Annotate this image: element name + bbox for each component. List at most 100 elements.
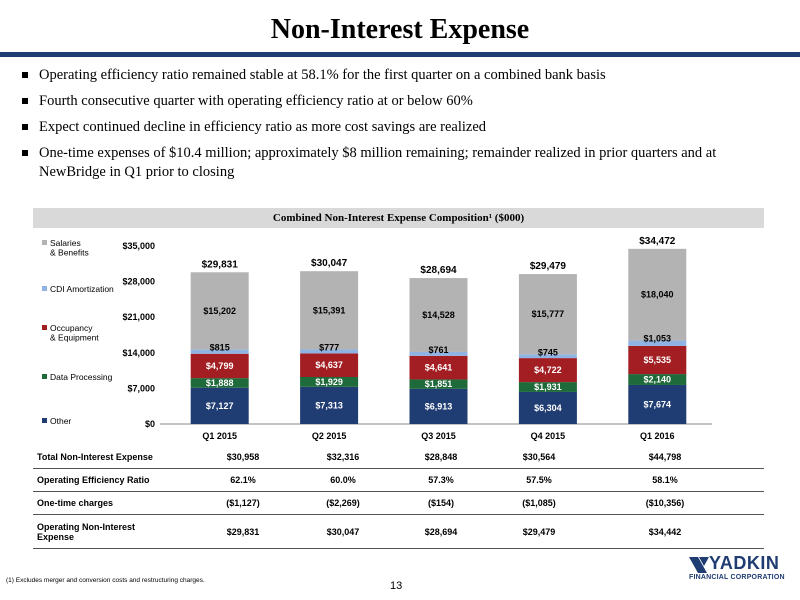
bullet-item: One-time expenses of $10.4 million; appr… [22,144,782,182]
stacked-bar-chart: $0 $7,000 $14,000 $21,000 $28,000 $35,000 $7,1… [42,236,712,441]
y-tick-label: $0 [145,419,155,429]
data-label: $2,140 [644,375,672,385]
bar-segment [300,271,359,350]
data-label: $6,913 [425,401,453,411]
bullet-text: Expect continued decline in efficiency r… [39,119,487,135]
bar-segment [518,354,577,359]
bullet-text: One-time expenses of $10.4 million; appr… [39,145,717,180]
y-tick-label: $28,000 [122,277,155,287]
data-label: $1,931 [534,382,562,392]
bar-segment [190,387,249,424]
bar-segment [190,353,249,379]
page-title: Non-Interest Expense [270,14,530,45]
data-label: $5,535 [644,355,672,365]
bar-segment [300,386,359,424]
table-cell: $28,694 [424,526,458,537]
data-label: $4,641 [425,363,453,373]
data-label: $15,391 [313,305,346,315]
table-cell: ($2,269) [326,498,360,508]
data-label: $6,304 [534,403,562,413]
y-tick-label: $7,000 [127,383,155,393]
bullet-square-icon [22,124,28,130]
bar-segment [518,358,577,383]
bullet-item: Operating efficiency ratio remained stab… [22,66,782,85]
data-label: $15,777 [532,309,565,319]
bar-segment [628,345,687,375]
yadkin-logo-icon [689,557,709,573]
table-cell: ($10,356) [645,498,685,508]
bullet-text: Operating efficiency ratio remained stab… [39,67,606,83]
table-cell: ($1,127) [226,498,260,508]
bullet-text: Fourth consecutive quarter with operatin… [39,93,473,109]
total-label: $29,479 [530,261,567,272]
bar-segment [409,351,468,356]
table-row-label: Operating Non-Interest Expense [37,521,136,542]
total-label: $28,694 [420,265,457,276]
x-tick-label: Q1 2016 [640,431,675,441]
bullet-item: Expect continued decline in efficiency r… [22,118,782,137]
table-cell: $29,479 [522,526,556,537]
legend-entry: Data Processing [50,372,113,382]
table-cell: ($1,085) [522,498,556,508]
table-cell: 60.0% [330,475,356,485]
y-tick-label: $14,000 [122,348,155,358]
table-cell: 57.5% [526,475,552,485]
legend-entry: CDI Amortization [50,284,114,294]
company-logo: YADKIN FINANCIAL CORPORATION [687,553,787,583]
legend-swatch [42,374,47,379]
table-row: Operating Non-Interest Expense $29,831 $30… [33,515,764,549]
data-label: $745 [538,347,558,357]
logo-wordmark: YADKIN [709,553,780,573]
page-number: 13 [390,580,403,592]
table-cell: 58.1% [652,475,678,485]
x-tick-label: Q3 2015 [421,431,456,441]
y-tick-label: $21,000 [122,312,155,322]
legend-swatch [42,240,47,245]
table-cell: $30,564 [522,452,556,462]
table-row: Total Non-Interest Expense $30,958 $32,316… [33,446,764,469]
bullet-list: Operating efficiency ratio remained stab… [22,66,782,189]
data-label: $14,528 [422,310,455,320]
table-cell: 57.3% [428,475,454,485]
bar-segment [190,378,249,388]
bar-segment [628,340,687,346]
data-label: $7,674 [644,399,672,409]
bar-segment [409,388,468,424]
table-cell: $44,798 [648,452,682,462]
data-label: $1,053 [644,334,672,344]
data-label: $7,127 [206,401,234,411]
bar-segment [409,379,468,389]
legend-entry: Salaries & Benefits [50,238,89,258]
bar-segment [518,274,577,355]
legend-swatch [42,418,47,423]
table-cell: $29,831 [226,526,260,537]
data-label: $4,637 [315,360,343,370]
table-row-label: Operating Efficiency Ratio [37,475,150,485]
bullet-item: Fourth consecutive quarter with operatin… [22,92,782,111]
data-label: $1,929 [315,377,343,387]
x-tick-label: Q2 2015 [312,431,347,441]
x-tick-label: Q1 2015 [202,431,237,441]
bar-segment [628,384,687,424]
bar-segment [190,349,249,354]
y-tick-label: $35,000 [122,241,155,251]
bar-segment [628,374,687,385]
table-row: Operating Efficiency Ratio 62.1% 60.0% 57.3… [33,469,764,492]
data-label: $1,851 [425,379,453,389]
logo-subtitle: FINANCIAL CORPORATION [689,574,785,581]
data-label: $777 [319,342,339,352]
data-label: $4,799 [206,361,234,371]
total-label: $29,831 [202,259,239,270]
footnote: (1) Excludes merger and conversion costs… [6,577,205,584]
chart-title: Combined Non-Interest Expense Compositio… [33,208,764,228]
table-cell: ($154) [427,498,454,508]
bar-segment [190,272,249,350]
data-label: $761 [428,345,448,355]
bar-segment [518,382,577,392]
table-cell: $34,442 [648,526,682,537]
title-rule [0,52,800,57]
bullet-square-icon [22,150,28,156]
table-cell: $32,316 [326,452,360,462]
data-label: $18,040 [641,290,674,300]
data-label: $15,202 [203,306,236,316]
